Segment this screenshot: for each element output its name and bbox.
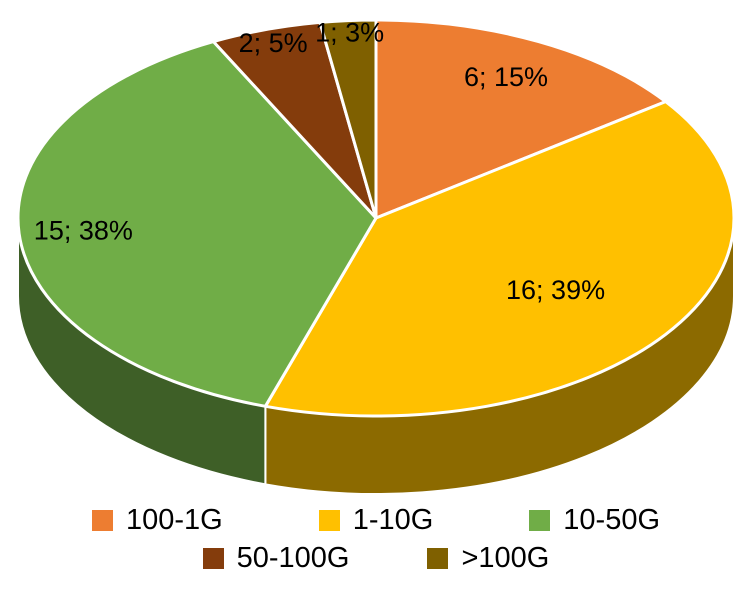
legend-item-10-50g: 10-50G [529,504,661,537]
legend-label-10-50g: 10-50G [563,504,661,536]
legend-row-2: 50-100G >100G [202,541,550,575]
legend-item-50-100g: 50-100G [202,541,350,575]
pie-slice-100-1g [374,18,668,220]
pie-slice-100g [318,18,378,220]
legend-swatch-100-1g [91,510,113,532]
pie-chart-svg: 6; 15% 16; 39% 15; 38% 2; 5% 1; 3% [16,17,736,495]
legend-swatch-gt100g [427,548,449,570]
legend-row-1: 100-1G 1-10G 10-50G [91,504,661,537]
chart-legend: 100-1G 1-10G 10-50G 50-100G >100G [0,504,752,575]
pie-slice-10-50g [16,40,378,408]
slice-label-100-1g: 6; 15% [464,62,548,92]
slice-label-50-100g: 2; 5% [239,28,308,58]
legend-item-100-1g: 100-1G [91,504,223,537]
legend-item-gt100g: >100G [427,541,550,575]
legend-label-100-1g: 100-1G [125,504,223,536]
legend-label-1-10g: 1-10G [352,504,434,536]
slice-label-1-10g: 16; 39% [506,275,605,305]
legend-label-50-100g: 50-100G [236,541,350,574]
legend-label-gt100g: >100G [461,541,550,574]
legend-swatch-50-100g [202,548,224,570]
slice-label-100g: 1; 3% [315,17,384,47]
slice-label-10-50g: 15; 38% [34,216,133,246]
legend-item-1-10g: 1-10G [318,504,434,537]
legend-swatch-1-10g [318,510,340,532]
legend-swatch-10-50g [529,510,551,532]
pie-slice-1-10g [263,100,736,418]
